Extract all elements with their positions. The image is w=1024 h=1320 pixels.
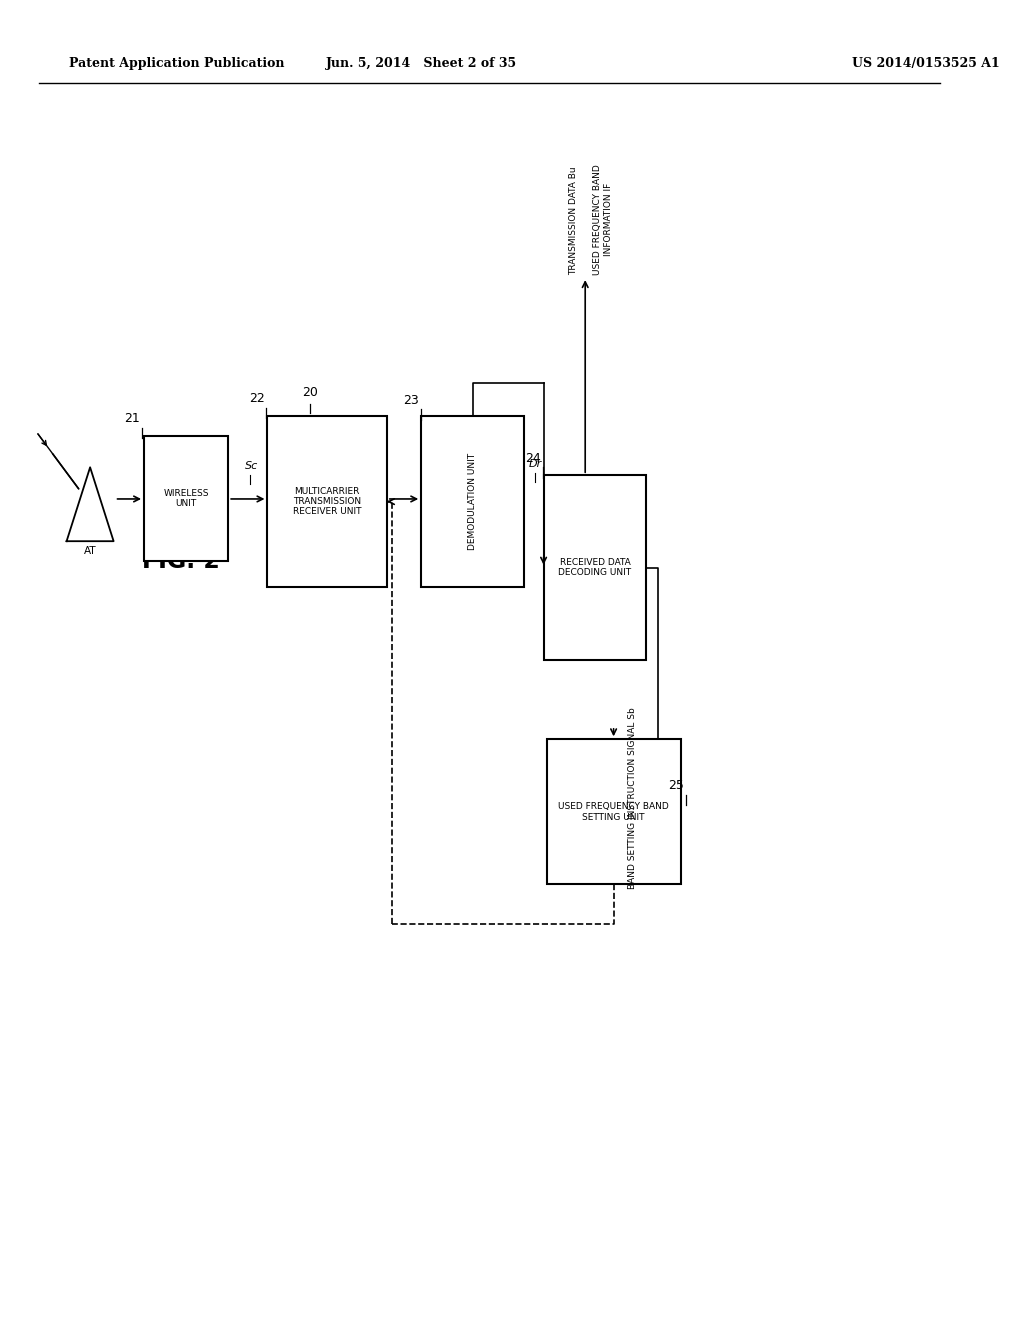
Text: MULTICARRIER
TRANSMISSION
RECEIVER UNIT: MULTICARRIER TRANSMISSION RECEIVER UNIT [293, 487, 361, 516]
Text: 24: 24 [525, 451, 541, 465]
Text: AT: AT [84, 546, 96, 557]
Bar [544, 475, 646, 660]
Bar [421, 416, 524, 587]
Text: 22: 22 [249, 392, 264, 405]
Text: Sc: Sc [245, 461, 258, 471]
Text: USED FREQUENCY BAND
INFORMATION IF: USED FREQUENCY BAND INFORMATION IF [593, 164, 612, 275]
Text: Patent Application Publication: Patent Application Publication [69, 57, 284, 70]
Bar [144, 436, 228, 561]
Text: BAND SETTING INSTRUCTION SIGNAL Sb: BAND SETTING INSTRUCTION SIGNAL Sb [629, 708, 637, 890]
Bar [267, 416, 387, 587]
Text: RECEIVED DATA
DECODING UNIT: RECEIVED DATA DECODING UNIT [558, 558, 632, 577]
Text: TRANSMISSION DATA Bu: TRANSMISSION DATA Bu [569, 166, 578, 275]
Text: 25: 25 [668, 779, 684, 792]
Text: FIG. 2: FIG. 2 [142, 549, 220, 573]
Text: USED FREQUENCY BAND
SETTING UNIT: USED FREQUENCY BAND SETTING UNIT [558, 803, 669, 821]
Bar [547, 739, 681, 884]
Text: 23: 23 [403, 393, 419, 407]
Text: US 2014/0153525 A1: US 2014/0153525 A1 [852, 57, 999, 70]
Text: Jun. 5, 2014   Sheet 2 of 35: Jun. 5, 2014 Sheet 2 of 35 [326, 57, 517, 70]
Text: WIRELESS
UNIT: WIRELESS UNIT [164, 488, 209, 508]
Text: 21: 21 [124, 412, 140, 425]
Text: 20: 20 [302, 385, 317, 399]
Text: Dr: Dr [529, 458, 543, 469]
Text: DEMODULATION UNIT: DEMODULATION UNIT [468, 453, 477, 550]
